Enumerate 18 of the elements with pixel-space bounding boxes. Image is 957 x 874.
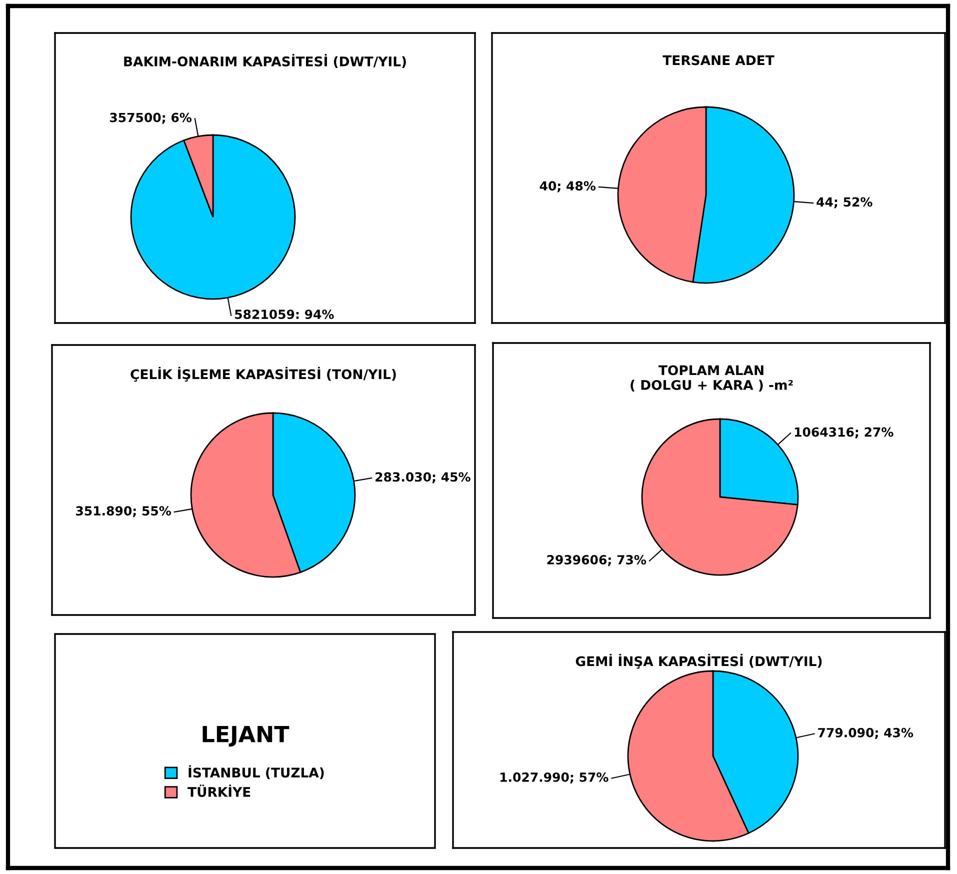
chart-title: ÇELİK İŞLEME KAPASİTESİ (TON/YIL) <box>130 366 396 382</box>
data-label: 1.027.990; 57% <box>500 772 608 784</box>
chart-title: TERSANE ADET <box>662 55 774 66</box>
data-label: 357500; 6% <box>110 112 192 124</box>
data-label: 283.030; 45% <box>376 472 470 484</box>
data-label: 1064316; 27% <box>794 427 894 438</box>
chart-title: GEMİ İNŞA KAPASİTESİ (DWT/YIL) <box>576 654 822 669</box>
legend-title: LEJANT <box>202 726 290 747</box>
chart-title: TOPLAM ALAN ( DOLGU + KARA ) -m² <box>630 365 793 392</box>
chart-title: BAKIM-ONARIM KAPASİTESİ (DWT/YIL) <box>124 54 406 68</box>
legend-label: TÜRKİYE <box>188 784 250 797</box>
data-label: 5821059: 94% <box>235 310 334 320</box>
data-label: 2939606; 73% <box>547 555 646 566</box>
data-label: 44; 52% <box>816 197 872 208</box>
data-label: 779.090; 43% <box>818 728 914 739</box>
legend-label: İSTANBUL (TUZLA) <box>188 765 324 780</box>
data-label: 40; 48% <box>540 181 596 192</box>
data-label: 351.890; 55% <box>76 506 172 518</box>
